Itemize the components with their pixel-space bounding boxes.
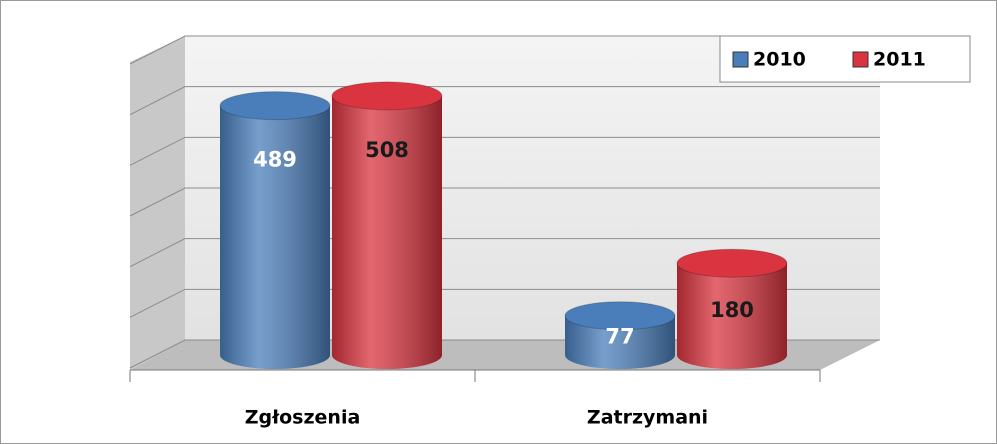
bar: 180 xyxy=(676,248,788,369)
legend-swatch xyxy=(732,51,749,68)
bar-top xyxy=(676,248,788,278)
bar: 489 xyxy=(219,91,331,370)
bar-shade xyxy=(332,95,442,370)
legend-label: 2011 xyxy=(873,49,926,71)
bar: 77 xyxy=(564,301,676,369)
bar-top xyxy=(219,91,331,121)
legend-swatch xyxy=(852,51,869,68)
bar-shade xyxy=(677,263,787,369)
data-label: 489 xyxy=(253,148,297,172)
legend xyxy=(719,35,971,83)
data-label: 77 xyxy=(605,324,634,348)
side-wall xyxy=(130,36,185,370)
grid-line xyxy=(129,35,880,65)
grid xyxy=(129,35,880,369)
data-label: 508 xyxy=(365,138,409,162)
grid-line xyxy=(129,187,880,217)
grid-line xyxy=(129,238,880,268)
bar: 508 xyxy=(331,81,443,370)
grid-line xyxy=(129,288,880,318)
legend-items: 2010 2011 xyxy=(732,49,926,71)
x-tick-label: Zgłoszenia xyxy=(245,407,361,429)
grid-line xyxy=(129,86,880,116)
bar-top xyxy=(564,301,676,331)
x-tick-label: Zatrzymani xyxy=(587,407,708,429)
bar-top xyxy=(331,81,443,111)
grid-line xyxy=(129,136,880,166)
bar-shade xyxy=(220,105,330,370)
bar-shade xyxy=(565,315,675,369)
data-label: 180 xyxy=(710,298,754,322)
legend-label: 2010 xyxy=(753,49,806,71)
bars: 489 508 77 180 xyxy=(219,81,788,370)
